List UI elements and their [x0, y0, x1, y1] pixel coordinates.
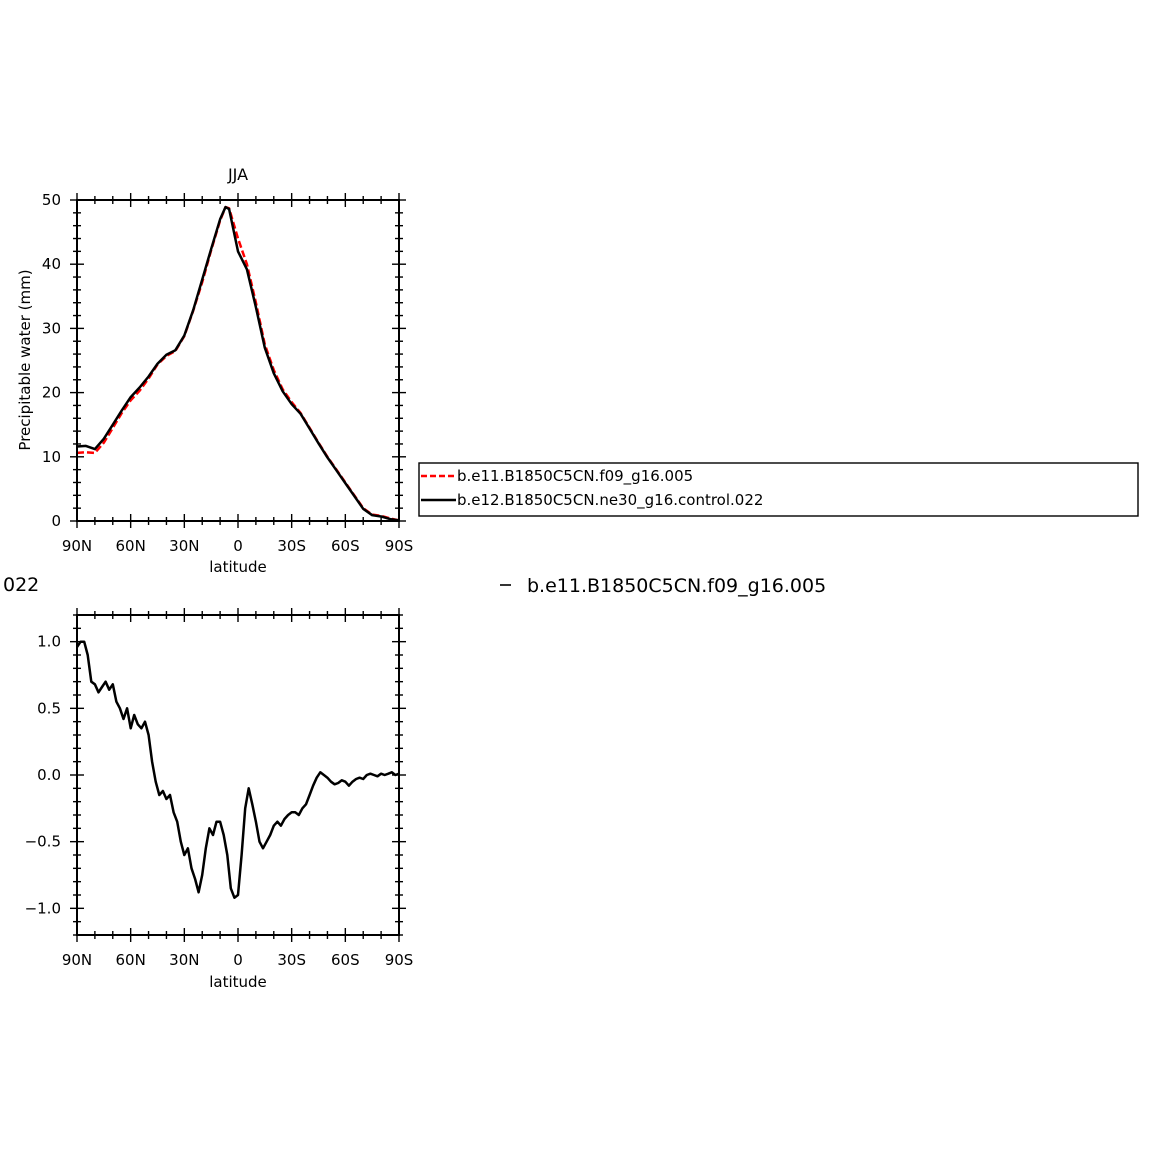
top-ylabel: Precipitable water (mm) [16, 269, 34, 450]
top-series-line-1 [76, 205, 400, 522]
bottom-ylabel: Precipitable water (mm) [0, 683, 18, 864]
top-xtick-label: 30N [169, 537, 199, 555]
top-series-group [76, 205, 400, 522]
bottom-ytick-label: 1.0 [37, 633, 61, 651]
bottom-ticks-group: 90N 60N 30N 0 30S 60S 90S −1.0 −0.5 0.0 0.5 1.0 [25, 608, 414, 969]
bottom-xtick-label: 90S [385, 951, 414, 969]
bottom-series-group [75, 640, 400, 899]
bottom-xtick-label: 90N [62, 951, 92, 969]
bottom-xtick-label: 0 [233, 951, 243, 969]
bottom-series-text: b.e11.B1850C5CN.f09_g16.005 [527, 575, 826, 597]
bottom-xtick-label: 60S [331, 951, 360, 969]
bottom-panel: Precipitable water (mm) 90N 60N 30N 0 30S 60S… [0, 608, 414, 991]
bottom-series-line-0 [75, 640, 400, 899]
top-xtick-label: 90N [62, 537, 92, 555]
top-ytick-label: 30 [42, 319, 61, 337]
top-xlabel: latitude [209, 558, 267, 576]
legend-entry-1: b.e12.B1850C5CN.ne30_g16.control.022 [457, 491, 763, 510]
top-ytick-label: 0 [51, 512, 61, 530]
top-ytick-label: 40 [42, 255, 61, 273]
top-ytick-label: 20 [42, 384, 61, 402]
bottom-xtick-label: 30N [169, 951, 199, 969]
top-ytick-label: 50 [42, 191, 61, 209]
top-ticks-group: 90N 60N 30N 0 30S 60S 90S 0 10 20 30 40 50 [42, 191, 413, 555]
top-ytick-label: 10 [42, 448, 61, 466]
bottom-ytick-label: 0.5 [37, 699, 61, 717]
top-panel: JJA 90N 60N 30N 0 30S 60S 90S 0 10 20 30 40 50 Preci… [16, 165, 413, 576]
bottom-xtick-label: 30S [277, 951, 306, 969]
bottom-xtick-label: 60N [116, 951, 146, 969]
bottom-ytick-label: −0.5 [25, 833, 61, 851]
top-xtick-label: 0 [233, 537, 243, 555]
bottom-xlabel: latitude [209, 973, 267, 991]
top-xtick-label: 30S [277, 537, 306, 555]
bottom-header-fragment: 022 [3, 574, 39, 596]
bottom-ytick-label: 0.0 [37, 766, 61, 784]
top-xtick-label: 60S [331, 537, 360, 555]
legend: b.e11.B1850C5CN.f09_g16.005 b.e12.B1850C… [418, 462, 1139, 517]
top-xtick-label: 90S [385, 537, 414, 555]
legend-box [418, 462, 1139, 517]
bottom-ytick-label: −1.0 [25, 899, 61, 917]
top-xtick-label: 60N [116, 537, 146, 555]
legend-entry-0: b.e11.B1850C5CN.f09_g16.005 [457, 467, 693, 486]
top-panel-title: JJA [227, 165, 248, 184]
